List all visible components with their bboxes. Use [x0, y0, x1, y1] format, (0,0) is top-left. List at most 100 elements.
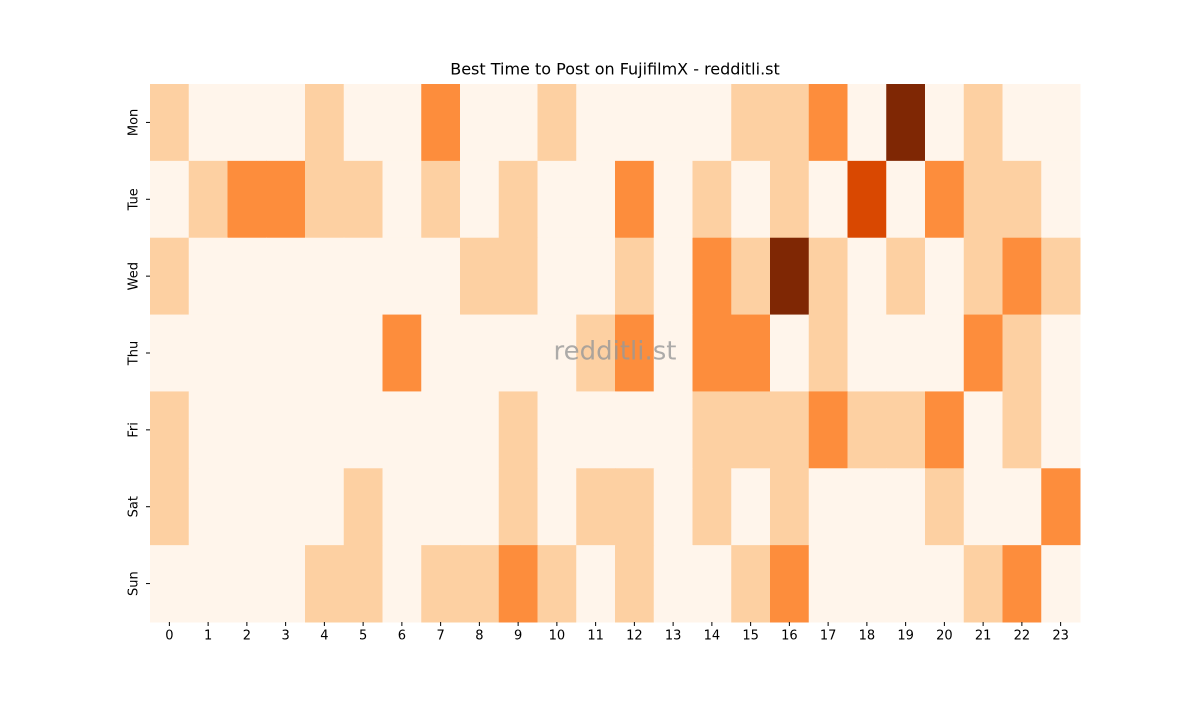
heat-cell: [770, 314, 810, 392]
heat-cell: [925, 160, 965, 239]
heat-cell: [770, 468, 810, 546]
heat-cell: [305, 314, 345, 392]
heat-cell: [692, 84, 732, 162]
heat-cell: [382, 314, 422, 392]
heat-cell: [188, 314, 228, 392]
heat-cell: [925, 84, 965, 162]
heat-cell: [188, 545, 228, 623]
heat-cell: [382, 468, 422, 546]
heat-cell: [460, 468, 500, 546]
heat-cell: [808, 391, 848, 469]
y-tick-label: Sat: [127, 496, 142, 517]
heat-cell: [963, 468, 1003, 546]
heat-cell: [925, 468, 965, 546]
heat-cell: [227, 545, 267, 623]
heat-cell: [731, 468, 771, 546]
heat-cell: [188, 237, 228, 316]
heat-cell: [653, 160, 693, 239]
heat-cell: [1002, 545, 1042, 623]
heat-cell: [188, 468, 228, 546]
heat-cell: [886, 160, 926, 239]
heat-cell: [421, 545, 461, 623]
heat-cell: [808, 314, 848, 392]
heat-cell: [460, 314, 500, 392]
x-tick-label: 7: [436, 629, 444, 644]
heat-cell: [731, 314, 771, 392]
heat-cell: [266, 468, 306, 546]
heat-cell: [343, 545, 383, 623]
heat-cell: [615, 468, 655, 546]
heat-cell: [382, 545, 422, 623]
heat-cell: [150, 545, 190, 623]
heat-cell: [227, 237, 267, 316]
heat-cell: [266, 237, 306, 316]
heat-cell: [576, 468, 616, 546]
x-tick-label: 1: [204, 629, 212, 644]
heat-cell: [963, 314, 1003, 392]
heat-cell: [498, 84, 538, 162]
heat-cell: [343, 391, 383, 469]
heat-cell: [576, 237, 616, 316]
heat-cell: [886, 468, 926, 546]
x-tick-label: 8: [475, 629, 483, 644]
heat-cell: [615, 314, 655, 392]
heat-cell: [227, 160, 267, 239]
heat-cell: [460, 160, 500, 239]
heat-cell: [150, 468, 190, 546]
heat-cell: [731, 391, 771, 469]
heat-cell: [847, 314, 887, 392]
heat-cell: [653, 468, 693, 546]
x-tick-label: 19: [897, 629, 914, 644]
heat-cell: [808, 84, 848, 162]
heat-cell: [150, 160, 190, 239]
heat-cell: [653, 237, 693, 316]
heat-cell: [421, 391, 461, 469]
heat-cell: [886, 84, 926, 162]
heat-cell: [266, 84, 306, 162]
heat-cell: [1041, 391, 1081, 469]
heat-cell: [615, 84, 655, 162]
heat-cell: [886, 314, 926, 392]
y-tick-label: Sun: [127, 571, 142, 596]
x-tick-label: 12: [626, 629, 643, 644]
heat-cell: [847, 237, 887, 316]
y-tick-label: Fri: [127, 422, 142, 438]
heat-cell: [1041, 84, 1081, 162]
heat-cell: [731, 237, 771, 316]
heat-cell: [770, 391, 810, 469]
heat-cell: [615, 391, 655, 469]
heat-cell: [615, 545, 655, 623]
x-tick-label: 5: [359, 629, 367, 644]
heat-cell: [421, 84, 461, 162]
heat-cell: [886, 391, 926, 469]
heat-cell: [692, 468, 732, 546]
heat-cell: [847, 160, 887, 239]
y-tick-label: Tue: [127, 188, 142, 211]
heat-cell: [653, 84, 693, 162]
watermark: redditli.st: [554, 337, 677, 367]
heat-cell: [1041, 237, 1081, 316]
heat-cell: [150, 391, 190, 469]
heat-cell: [266, 314, 306, 392]
heat-cell: [692, 314, 732, 392]
heat-cell: [770, 160, 810, 239]
heat-cell: [963, 545, 1003, 623]
heat-cell: [847, 468, 887, 546]
heat-cell: [343, 314, 383, 392]
heat-cell: [537, 237, 577, 316]
heat-cell: [692, 237, 732, 316]
heat-cell: [537, 84, 577, 162]
heat-cell: [963, 391, 1003, 469]
heat-cell: [1002, 468, 1042, 546]
heat-cell: [653, 314, 693, 392]
heat-cell: [847, 545, 887, 623]
heat-cell: [537, 391, 577, 469]
heat-cell: [1002, 314, 1042, 392]
heat-cell: [498, 468, 538, 546]
heat-cell: [963, 237, 1003, 316]
x-tick-label: 3: [281, 629, 289, 644]
heat-cell: [1041, 468, 1081, 546]
heat-cell: [537, 468, 577, 546]
heat-cell: [498, 545, 538, 623]
